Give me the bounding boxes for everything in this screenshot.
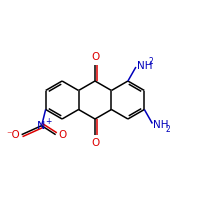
Text: 2: 2 — [165, 124, 170, 134]
Text: O: O — [59, 130, 67, 140]
Text: +: + — [46, 117, 52, 126]
Text: N: N — [36, 121, 45, 131]
Text: O: O — [91, 138, 99, 148]
Text: 2: 2 — [149, 57, 154, 66]
Text: NH: NH — [153, 120, 169, 130]
Text: ⁻O: ⁻O — [6, 130, 20, 140]
Text: O: O — [91, 52, 99, 62]
Text: NH: NH — [137, 61, 152, 71]
